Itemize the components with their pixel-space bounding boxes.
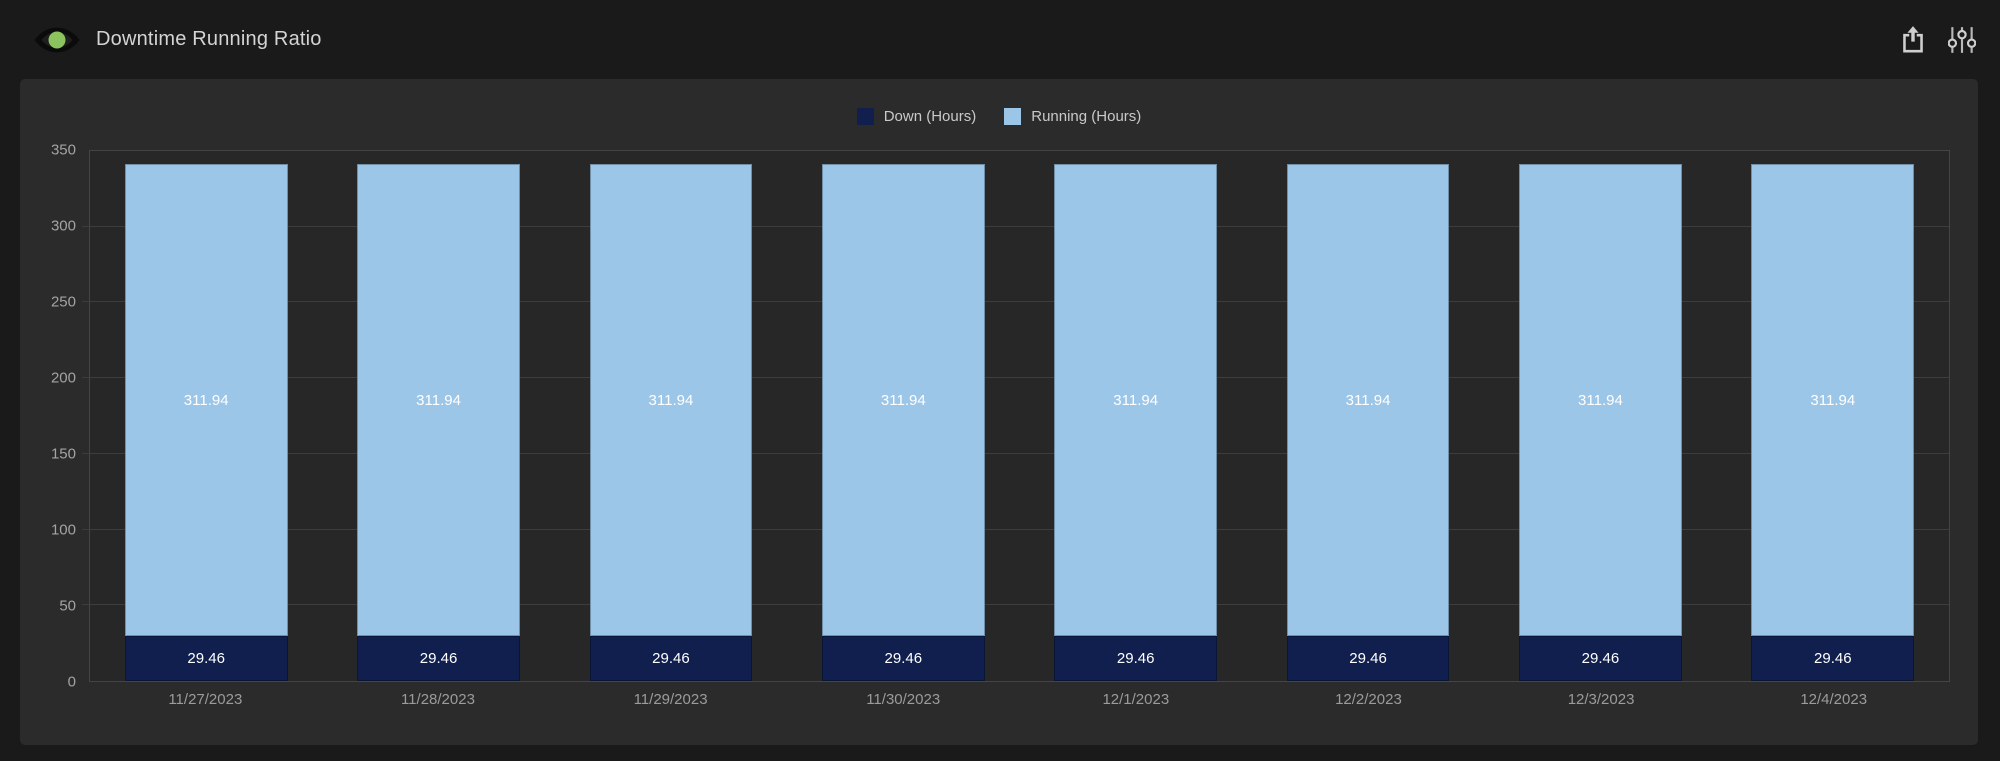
header-title-group: Downtime Running Ratio [33, 0, 322, 79]
chart-legend: Down (Hours) Running (Hours) [20, 108, 1978, 125]
chart-panel: Down (Hours) Running (Hours) 0 50 100 150 20… [20, 79, 1978, 745]
down-value-label: 29.46 [419, 650, 458, 668]
running-segment[interactable]: 311.94 [1519, 164, 1682, 637]
running-segment[interactable]: 311.94 [1286, 164, 1450, 637]
down-value-label: 29.46 [1581, 650, 1620, 668]
bar-column: 29.46 311.94 [1484, 151, 1716, 681]
bar-column: 29.46 311.94 [90, 151, 322, 681]
legend-label-down: Down (Hours) [883, 108, 977, 125]
down-segment[interactable]: 29.46 [357, 636, 520, 681]
x-axis-category-label: 12/2/2023 [1335, 691, 1402, 708]
sliders-icon [1948, 25, 1976, 55]
down-segment[interactable]: 29.46 [1054, 636, 1217, 681]
down-segment[interactable]: 29.46 [1519, 636, 1682, 681]
x-axis-category-label: 11/28/2023 [400, 691, 475, 708]
running-value-label: 311.94 [1810, 391, 1856, 409]
gridline [82, 301, 1949, 303]
running-value-label: 311.94 [1345, 391, 1391, 409]
down-value-label: 29.46 [884, 650, 923, 668]
bar-column: 29.46 311.94 [787, 151, 1019, 681]
stacked-bar[interactable]: 29.46 311.94 [589, 151, 753, 681]
stacked-bar[interactable]: 29.46 311.94 [124, 151, 288, 681]
legend-item-running[interactable]: Running (Hours) [1004, 108, 1141, 125]
bar-column: 29.46 311.94 [555, 151, 787, 681]
running-segment[interactable]: 311.94 [1751, 164, 1915, 637]
stacked-bar[interactable]: 29.46 311.94 [1751, 151, 1915, 681]
plot-columns: 29.46 311.94 29.46 311.94 29.46 311.94 29.46 31… [90, 151, 1949, 681]
x-axis-category-label: 12/3/2023 [1567, 691, 1635, 708]
y-axis: 0 50 100 150 200 250 300 350 [20, 143, 76, 690]
y-axis-tick-label: 150 [50, 445, 76, 463]
y-axis-tick-label: 250 [50, 293, 76, 311]
share-up-arrow-icon [1898, 24, 1928, 56]
bar-column: 29.46 311.94 [1020, 151, 1252, 681]
bar-column: 29.46 311.94 [1252, 151, 1484, 681]
down-segment[interactable]: 29.46 [589, 636, 753, 681]
settings-button[interactable] [1946, 23, 1978, 57]
running-value-label: 311.94 [1113, 391, 1159, 409]
y-axis-tick-label: 0 [67, 673, 76, 691]
running-value-label: 311.94 [1578, 391, 1623, 409]
x-axis-category-label: 12/4/2023 [1800, 691, 1868, 708]
x-axis: 11/27/2023 11/28/2023 11/29/2023 11/30/2023… [89, 690, 1950, 710]
down-segment[interactable]: 29.46 [124, 636, 288, 681]
running-segment[interactable]: 311.94 [357, 164, 520, 637]
running-value-label: 311.94 [183, 391, 229, 409]
down-value-label: 29.46 [1349, 650, 1387, 668]
y-axis-tick-label: 350 [50, 141, 76, 159]
x-axis-category-label: 11/29/2023 [633, 691, 708, 708]
running-value-label: 311.94 [648, 391, 694, 409]
legend-swatch-running [1004, 108, 1022, 125]
eye-icon [33, 20, 81, 60]
running-value-label: 311.94 [880, 391, 926, 409]
x-axis-category-label: 11/30/2023 [866, 691, 941, 708]
gridline [82, 528, 1949, 530]
legend-swatch-down [856, 108, 874, 125]
gridline [82, 452, 1949, 454]
legend-item-down[interactable]: Down (Hours) [856, 108, 977, 125]
y-axis-tick-label: 300 [50, 217, 76, 235]
legend-label-running: Running (Hours) [1031, 108, 1142, 125]
bar-column: 29.46 311.94 [1717, 151, 1949, 681]
stacked-bar[interactable]: 29.46 311.94 [1054, 151, 1217, 681]
down-value-label: 29.46 [1814, 650, 1852, 668]
header-actions [1896, 0, 1978, 79]
y-axis-tick-label: 200 [50, 369, 76, 387]
down-value-label: 29.46 [652, 650, 690, 668]
gridline [82, 604, 1949, 606]
running-segment[interactable]: 311.94 [589, 164, 753, 637]
gridline [82, 225, 1949, 227]
y-axis-tick-label: 50 [59, 597, 76, 615]
stacked-bar[interactable]: 29.46 311.94 [1286, 151, 1450, 681]
down-segment[interactable]: 29.46 [1751, 636, 1915, 681]
x-axis-category-label: 11/27/2023 [168, 691, 243, 708]
running-value-label: 311.94 [416, 391, 461, 409]
down-segment[interactable]: 29.46 [821, 636, 985, 681]
gridline [82, 377, 1949, 379]
stacked-bar[interactable]: 29.46 311.94 [1519, 151, 1682, 681]
y-axis-tick-label: 100 [50, 521, 76, 539]
stacked-bar[interactable]: 29.46 311.94 [821, 151, 985, 681]
export-button[interactable] [1896, 22, 1930, 58]
down-segment[interactable]: 29.46 [1286, 636, 1450, 681]
running-segment[interactable]: 311.94 [1054, 164, 1217, 637]
widget-header: Downtime Running Ratio [0, 0, 2000, 79]
x-axis-category-label: 12/1/2023 [1102, 691, 1170, 708]
bar-column: 29.46 311.94 [322, 151, 554, 681]
stacked-bar[interactable]: 29.46 311.94 [357, 151, 520, 681]
down-value-label: 29.46 [187, 650, 225, 668]
running-segment[interactable]: 311.94 [821, 164, 985, 637]
running-segment[interactable]: 311.94 [124, 164, 288, 637]
page-title: Downtime Running Ratio [96, 28, 322, 50]
plot-area: 29.46 311.94 29.46 311.94 29.46 311.94 29.46 31… [82, 150, 1950, 682]
down-value-label: 29.46 [1116, 650, 1155, 668]
